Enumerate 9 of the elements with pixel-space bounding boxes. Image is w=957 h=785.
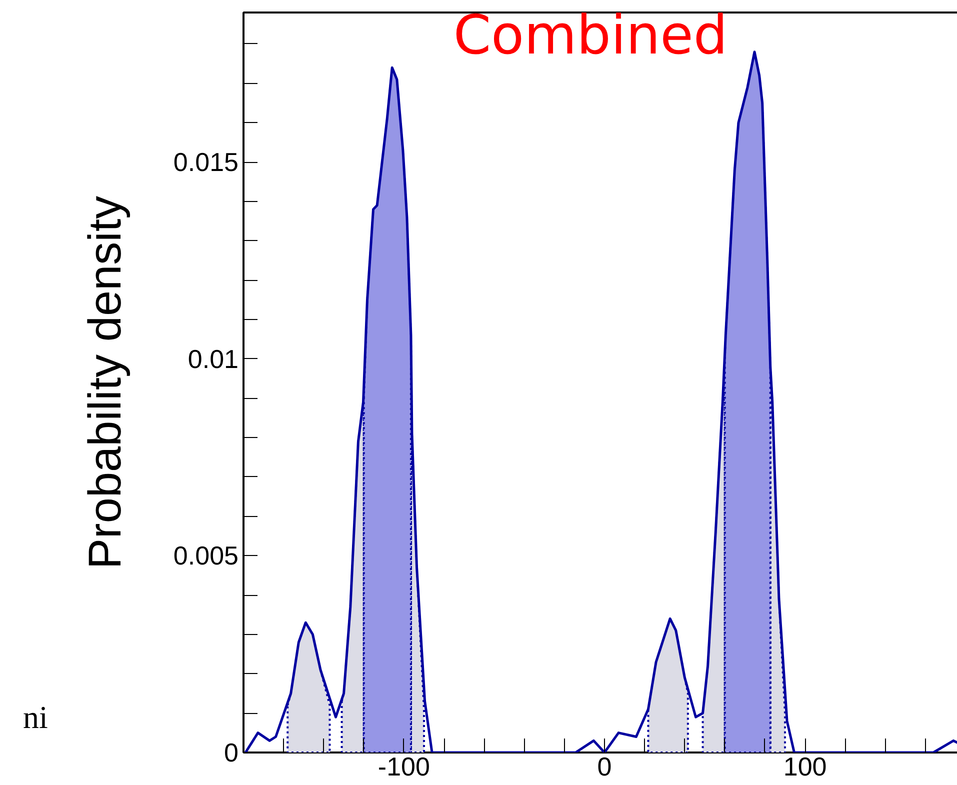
y-tick-label: 0.01 [188, 344, 239, 374]
y-tick-label: 0.005 [173, 540, 239, 571]
y-axis-title: Probability density [78, 196, 130, 570]
chart-title: Combined [453, 4, 728, 66]
x-tick-label: 0 [597, 752, 612, 782]
x-tick-label: -100 [378, 752, 430, 782]
y-tick-label: 0.015 [173, 147, 239, 178]
text: ni [23, 698, 48, 737]
x-tick-label: 100 [783, 752, 827, 782]
